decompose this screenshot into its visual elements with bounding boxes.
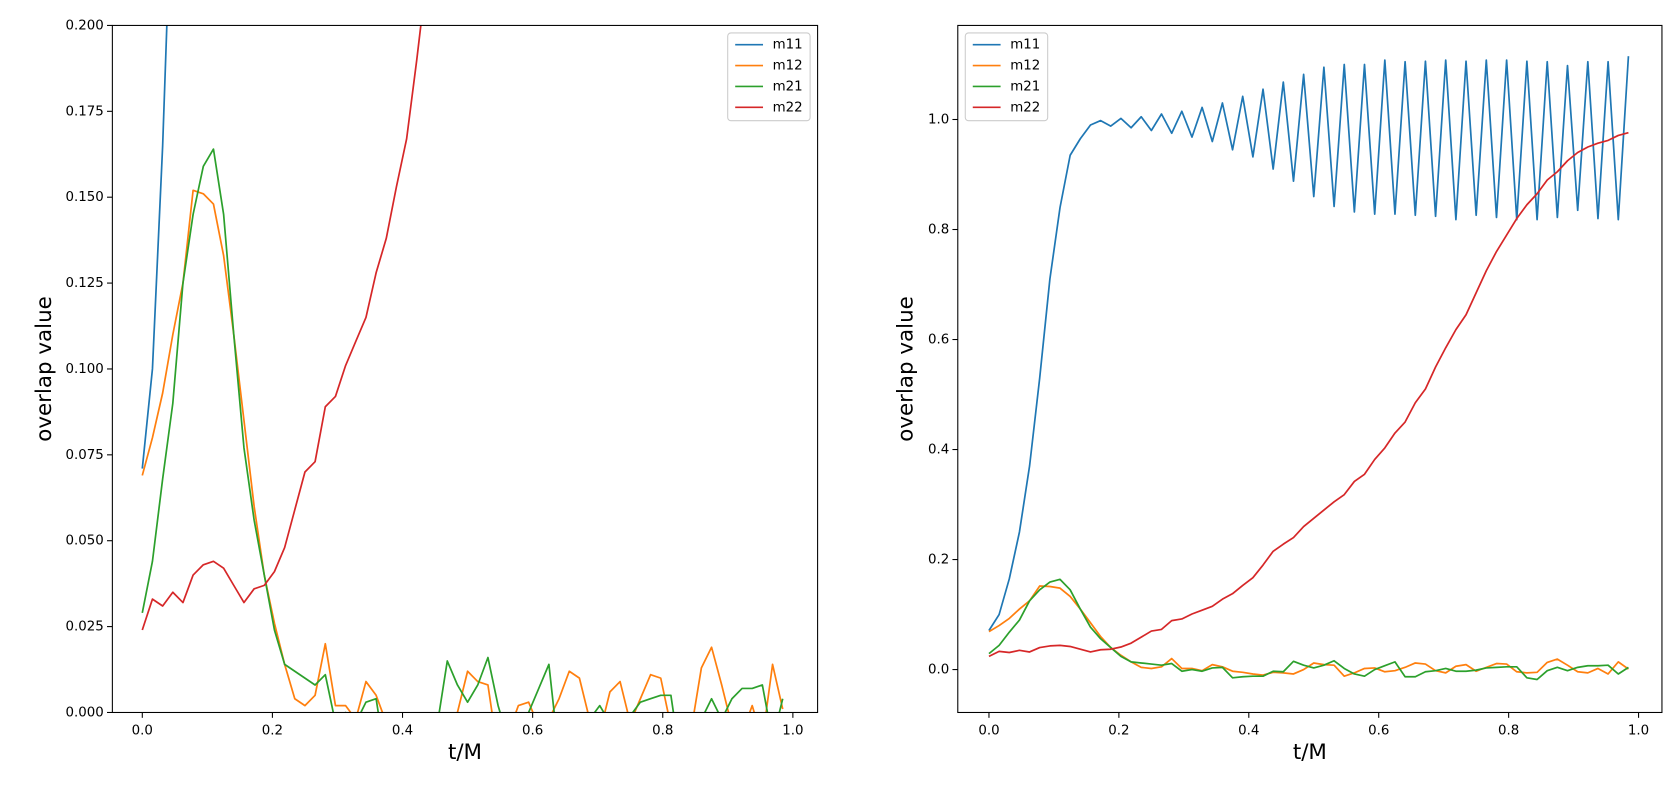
y-tick-label: 0.0 (928, 663, 949, 678)
y-tick-label: 0.150 (66, 190, 104, 205)
x-axis-label: t/M (448, 740, 482, 765)
x-tick-label: 0.8 (652, 724, 673, 739)
y-axis-label: overlap value (32, 296, 57, 442)
legend: m11 m12 m21 m22 (727, 32, 811, 122)
y-tick-label: 1.0 (928, 112, 949, 127)
x-tick-label: 0.2 (1108, 724, 1129, 739)
plot-area (988, 56, 1630, 681)
x-tick-label: 1.0 (782, 724, 803, 739)
legend-box (964, 32, 1049, 122)
line-series (988, 131, 1629, 658)
legend-label: m11 (1010, 38, 1040, 53)
y-axis-label: overlap value (893, 296, 918, 442)
plot-area (141, 25, 784, 713)
y-tick-label: 0.000 (66, 705, 104, 720)
x-tick-label: 1.0 (1628, 724, 1649, 739)
y-tick-label: 0.025 (66, 620, 104, 635)
legend-label: m22 (773, 100, 803, 115)
legend-label: m21 (773, 79, 803, 94)
y-tick-label: 0.4 (928, 443, 949, 458)
legend-label: m12 (1010, 59, 1040, 74)
legend-label: m21 (1010, 79, 1040, 94)
x-tick-label: 0.8 (1498, 724, 1519, 739)
legend-box (727, 32, 811, 122)
legend-label: m12 (773, 59, 803, 74)
line-series (988, 578, 1629, 681)
x-tick-label: 0.4 (392, 724, 413, 739)
y-tick-label: 0.100 (66, 362, 104, 377)
line-series (988, 585, 1629, 678)
axes-frame (957, 24, 1663, 714)
x-tick-label: 0.0 (132, 724, 153, 739)
y-tick-label: 0.6 (928, 333, 949, 348)
x-tick-label: 0.6 (1368, 724, 1389, 739)
line-series (141, 189, 784, 713)
y-tick-label: 0.125 (66, 276, 104, 291)
axes-frame (111, 24, 819, 714)
legend-label: m11 (773, 38, 803, 53)
legend: m11 m12 m21 m22 (964, 32, 1049, 122)
x-axis-label: t/M (1293, 740, 1327, 765)
y-tick-label: 0.200 (66, 18, 104, 33)
line-series (988, 56, 1630, 631)
legend-label: m22 (1010, 100, 1040, 115)
x-tick-label: 0.0 (978, 724, 999, 739)
x-tick-label: 0.2 (262, 724, 283, 739)
line-series (141, 25, 422, 631)
chart-panel: 0.0 0.2 0.4 0.6 0.8 1.0 0.000 0.025 0.050 0.075 0.… (32, 18, 819, 765)
line-series (141, 25, 168, 469)
chart-panel: 0.0 0.2 0.4 0.6 0.8 1.0 0.0 0.2 0.4 0.6 0.8 1.0 t/M o… (893, 24, 1663, 765)
y-tick-label: 0.050 (66, 534, 104, 549)
y-tick-label: 0.175 (66, 104, 104, 119)
x-tick-label: 0.6 (522, 724, 543, 739)
y-tick-label: 0.075 (66, 448, 104, 463)
y-tick-label: 0.2 (928, 553, 949, 568)
y-tick-label: 0.8 (928, 223, 949, 238)
x-tick-label: 0.4 (1238, 724, 1259, 739)
line-series (141, 148, 784, 713)
